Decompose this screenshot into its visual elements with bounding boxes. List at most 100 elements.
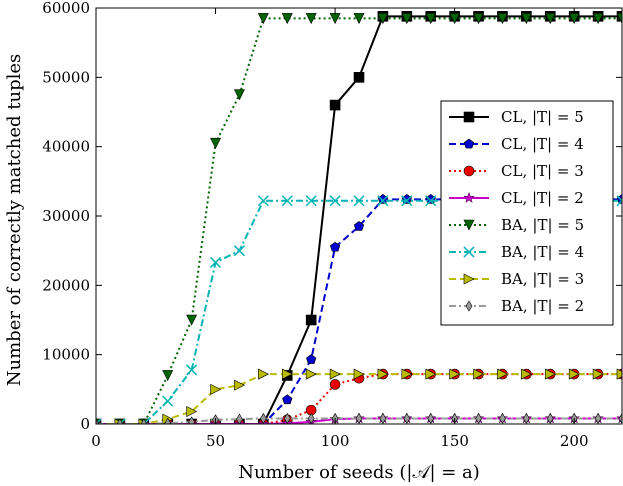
legend-item: CL, |T| = 5 [449, 108, 584, 126]
x-tick-label: 200 [560, 432, 589, 450]
data-point [116, 418, 124, 424]
legend-item: CL, |T| = 2 [449, 189, 584, 207]
data-point [162, 395, 174, 407]
y-tick-label: 10000 [42, 346, 90, 364]
data-point [592, 368, 604, 380]
data-point [281, 368, 293, 380]
data-point [616, 368, 622, 380]
legend-item: BA, |T| = 5 [449, 216, 584, 234]
data-point [594, 412, 602, 424]
data-point [283, 412, 291, 424]
data-point [353, 221, 365, 231]
x-tick-label: 150 [440, 432, 469, 450]
data-point [305, 13, 317, 25]
data-point [305, 195, 317, 207]
data-point [592, 13, 604, 25]
data-point [233, 245, 245, 257]
data-point [329, 379, 341, 390]
data-point [210, 256, 222, 268]
data-point [210, 383, 222, 395]
data-point [186, 314, 198, 326]
data-point [162, 370, 174, 382]
data-point [353, 72, 365, 83]
x-tick-label: 0 [91, 432, 101, 450]
data-point [257, 195, 269, 207]
data-point [425, 193, 436, 204]
data-point [497, 368, 509, 380]
data-point [427, 412, 435, 424]
data-point [379, 412, 387, 424]
data-point [401, 195, 413, 207]
data-point [473, 13, 485, 25]
data-point [355, 412, 363, 424]
data-point [425, 195, 437, 207]
y-tick-label: 60000 [42, 0, 90, 17]
data-point [544, 13, 556, 25]
y-tick-label: 40000 [42, 138, 90, 156]
data-point [520, 13, 532, 25]
legend-label: CL, |T| = 2 [501, 189, 584, 207]
data-point [463, 111, 475, 123]
data-point [403, 412, 411, 424]
data-point [282, 394, 293, 405]
data-point [425, 13, 437, 25]
data-point [258, 368, 270, 380]
y-tick-label: 20000 [42, 276, 90, 294]
series-7 [96, 412, 622, 424]
x-tick-label: 50 [206, 432, 225, 450]
y-tick-label: 30000 [42, 207, 90, 225]
data-point [463, 273, 475, 285]
legend-label: BA, |T| = 2 [501, 297, 584, 315]
data-point [377, 195, 389, 207]
data-point [260, 412, 267, 424]
legend: CL, |T| = 5 CL, |T| = 4 CL, |T| = 3 CL, |T|… [440, 100, 614, 326]
data-point [257, 13, 269, 25]
data-point [449, 368, 461, 380]
data-point [307, 412, 315, 424]
data-point [463, 165, 475, 177]
data-point [521, 368, 533, 380]
data-point [496, 13, 508, 25]
legend-item: BA, |T| = 3 [449, 270, 584, 288]
data-point [234, 379, 246, 391]
data-point [96, 418, 100, 424]
data-point [425, 368, 437, 380]
data-point [463, 246, 475, 258]
data-point [523, 412, 530, 424]
legend-label: BA, |T| = 4 [501, 243, 584, 261]
data-point [377, 193, 389, 204]
data-point [546, 412, 554, 424]
x-axis-label: Number of seeds (|𝒜| = a) [238, 462, 480, 483]
data-point [353, 195, 365, 207]
legend-item: BA, |T| = 2 [449, 297, 584, 315]
legend-item: CL, |T| = 3 [449, 162, 584, 180]
data-point [401, 368, 413, 380]
legend-label: CL, |T| = 4 [501, 135, 584, 153]
data-point [329, 99, 341, 111]
data-point [96, 418, 102, 424]
data-point [353, 13, 365, 25]
data-point [140, 418, 148, 424]
series-line [96, 417, 622, 424]
data-point [233, 89, 245, 101]
data-point [618, 412, 622, 424]
data-point [377, 368, 389, 380]
data-point [329, 13, 341, 25]
legend-item: CL, |T| = 4 [449, 135, 584, 153]
data-point [463, 138, 475, 149]
data-point [377, 13, 389, 25]
axis-ticks: 0 50 100 150 200 0 10000 20000 30000 40000 50000 60… [42, 0, 622, 450]
data-point [306, 354, 317, 364]
x-tick-label: 100 [321, 432, 350, 450]
data-point [329, 195, 341, 207]
data-point [186, 364, 198, 376]
data-point [475, 412, 482, 424]
data-point [236, 413, 243, 424]
series-6 [96, 368, 622, 424]
data-point [401, 193, 412, 204]
data-point [401, 13, 413, 25]
data-point [281, 13, 293, 25]
data-point [499, 412, 506, 424]
data-point [616, 195, 622, 207]
